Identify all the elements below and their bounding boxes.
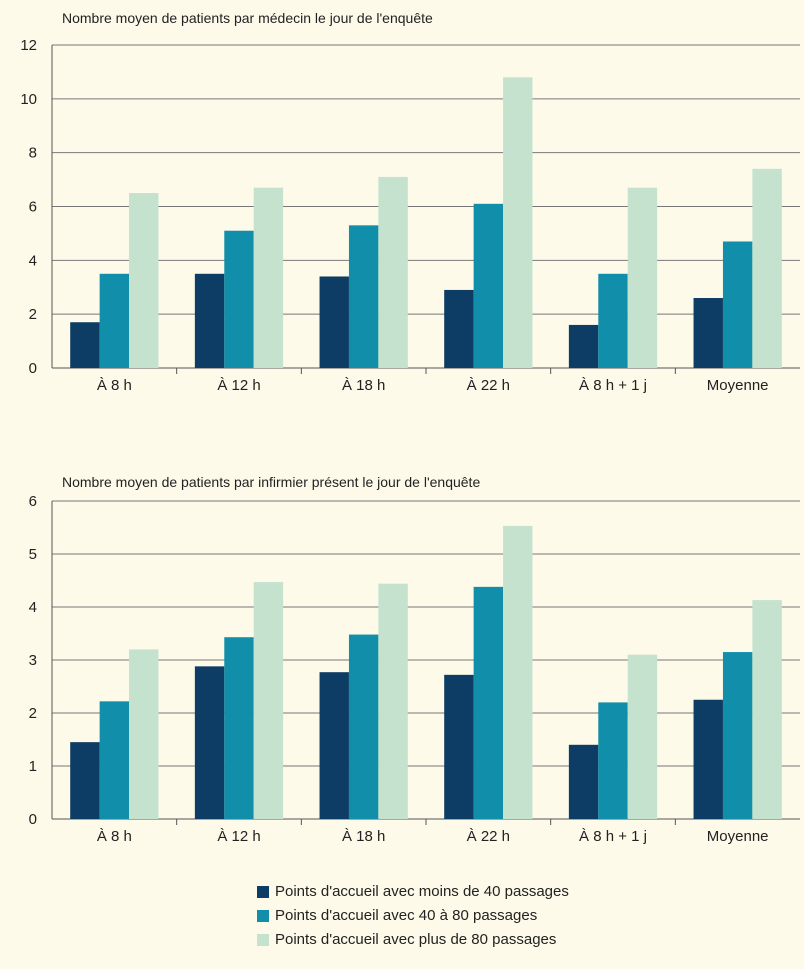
- chart-title: Nombre moyen de patients par infirmier p…: [62, 474, 480, 490]
- bar: [224, 230, 254, 368]
- y-tick-label: 4: [29, 252, 37, 269]
- legend-label: Points d'accueil avec plus de 80 passage…: [275, 931, 557, 948]
- y-tick-label: 4: [29, 599, 37, 616]
- y-tick-label: 10: [20, 91, 37, 108]
- bar: [752, 168, 782, 368]
- legend-label: Points d'accueil avec moins de 40 passag…: [275, 883, 569, 900]
- bar: [348, 225, 379, 368]
- bar: [194, 666, 225, 819]
- y-tick-label: 6: [29, 493, 37, 510]
- legend-swatch: [257, 934, 269, 946]
- y-tick-label: 3: [29, 652, 37, 669]
- legend-item: Points d'accueil avec moins de 40 passag…: [257, 880, 569, 904]
- bar: [378, 583, 408, 819]
- legend-label: Points d'accueil avec 40 à 80 passages: [275, 907, 538, 924]
- x-tick-label: Moyenne: [707, 377, 769, 394]
- chart-patients-per-doctor: Nombre moyen de patients par médecin le …: [20, 10, 800, 394]
- bar: [473, 203, 504, 368]
- bar: [503, 77, 533, 369]
- x-tick-label: À 18 h: [342, 377, 385, 394]
- y-tick-label: 8: [29, 145, 37, 162]
- bar: [598, 702, 628, 819]
- y-tick-label: 0: [29, 811, 37, 828]
- x-tick-label: À 8 h + 1 j: [579, 828, 647, 845]
- bar: [752, 600, 782, 819]
- bar: [627, 187, 658, 368]
- legend-swatch: [257, 886, 269, 898]
- y-tick-label: 0: [29, 360, 37, 377]
- bar: [129, 193, 159, 368]
- bar: [319, 672, 349, 819]
- bar: [473, 586, 504, 819]
- x-tick-label: À 12 h: [217, 377, 260, 394]
- x-tick-label: À 8 h + 1 j: [579, 377, 647, 394]
- bar: [253, 187, 284, 368]
- bar: [224, 637, 254, 819]
- x-tick-label: À 18 h: [342, 828, 385, 845]
- bar: [70, 322, 100, 368]
- legend-item: Points d'accueil avec plus de 80 passage…: [257, 928, 569, 952]
- y-tick-label: 6: [29, 199, 37, 216]
- y-tick-label: 1: [29, 758, 37, 775]
- y-tick-label: 2: [29, 306, 37, 323]
- x-tick-label: À 22 h: [467, 828, 510, 845]
- bar: [568, 744, 599, 819]
- y-tick-label: 5: [29, 546, 37, 563]
- bar: [99, 701, 130, 819]
- bar: [722, 241, 753, 368]
- bar: [319, 276, 349, 368]
- x-tick-label: À 8 h: [97, 377, 132, 394]
- bar: [70, 742, 100, 819]
- x-tick-label: À 22 h: [467, 377, 510, 394]
- x-tick-label: À 12 h: [217, 828, 260, 845]
- legend: Points d'accueil avec moins de 40 passag…: [257, 880, 569, 952]
- bar: [444, 289, 474, 368]
- bar: [378, 176, 408, 368]
- bar: [722, 652, 753, 819]
- bar: [194, 273, 225, 368]
- bar: [253, 582, 284, 819]
- bar: [503, 525, 533, 819]
- legend-swatch: [257, 910, 269, 922]
- bar: [598, 273, 628, 368]
- bar: [129, 649, 159, 819]
- x-tick-label: À 8 h: [97, 828, 132, 845]
- bar: [444, 674, 474, 819]
- bar: [99, 273, 130, 368]
- bar: [348, 634, 379, 819]
- bar: [568, 324, 599, 368]
- chart-title: Nombre moyen de patients par médecin le …: [62, 10, 433, 26]
- legend-item: Points d'accueil avec 40 à 80 passages: [257, 904, 569, 928]
- y-tick-label: 2: [29, 705, 37, 722]
- bar: [627, 654, 658, 819]
- x-tick-label: Moyenne: [707, 828, 769, 845]
- y-tick-label: 12: [20, 37, 37, 54]
- bar: [693, 699, 723, 819]
- bar: [693, 298, 723, 368]
- chart-patients-per-nurse: Nombre moyen de patients par infirmier p…: [29, 474, 800, 845]
